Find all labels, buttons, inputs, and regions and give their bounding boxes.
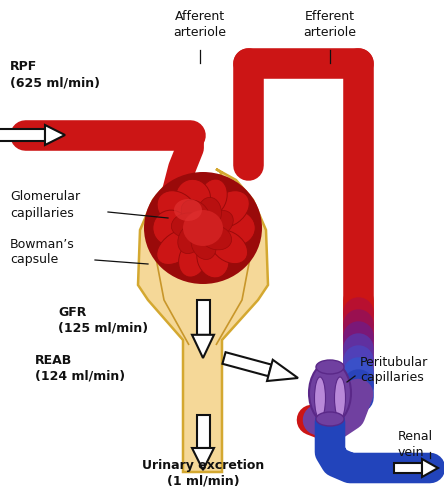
Polygon shape xyxy=(222,352,271,376)
Ellipse shape xyxy=(198,179,227,216)
Ellipse shape xyxy=(171,213,203,237)
Text: Renal
vein: Renal vein xyxy=(398,430,433,460)
Ellipse shape xyxy=(200,225,232,250)
Bar xyxy=(394,463,422,473)
Text: GFR
(125 ml/min): GFR (125 ml/min) xyxy=(58,306,148,334)
Text: Bowman’s
capsule: Bowman’s capsule xyxy=(10,238,75,266)
Bar xyxy=(0,129,45,141)
Ellipse shape xyxy=(176,180,210,216)
Ellipse shape xyxy=(210,230,248,264)
Ellipse shape xyxy=(309,362,351,424)
Ellipse shape xyxy=(144,172,262,284)
Ellipse shape xyxy=(153,210,189,246)
Polygon shape xyxy=(138,169,268,472)
Text: Peritubular
capillaries: Peritubular capillaries xyxy=(360,356,428,384)
Ellipse shape xyxy=(316,360,344,374)
Ellipse shape xyxy=(314,377,325,419)
Ellipse shape xyxy=(157,229,198,264)
Polygon shape xyxy=(267,360,298,381)
Text: REAB
(124 ml/min): REAB (124 ml/min) xyxy=(35,354,125,382)
Text: Glomerular
capillaries: Glomerular capillaries xyxy=(10,190,80,220)
Ellipse shape xyxy=(178,240,208,277)
Ellipse shape xyxy=(198,198,222,230)
Ellipse shape xyxy=(157,190,197,228)
Polygon shape xyxy=(422,459,438,477)
Ellipse shape xyxy=(316,412,344,426)
Polygon shape xyxy=(192,335,214,358)
Ellipse shape xyxy=(204,210,233,238)
Text: Afferent
arteriole: Afferent arteriole xyxy=(174,10,226,39)
Polygon shape xyxy=(192,448,214,470)
Text: Urinary excretion
(1 ml/min): Urinary excretion (1 ml/min) xyxy=(142,459,264,488)
Polygon shape xyxy=(45,125,65,145)
Ellipse shape xyxy=(215,210,255,246)
Bar xyxy=(197,300,210,335)
Text: Efferent
arteriole: Efferent arteriole xyxy=(304,10,357,39)
Text: RPF
(625 ml/min): RPF (625 ml/min) xyxy=(10,60,100,89)
Ellipse shape xyxy=(183,210,223,246)
Ellipse shape xyxy=(181,200,210,228)
Ellipse shape xyxy=(191,228,216,260)
Ellipse shape xyxy=(209,190,249,228)
Ellipse shape xyxy=(197,239,229,278)
Ellipse shape xyxy=(334,377,345,419)
Ellipse shape xyxy=(178,224,204,254)
Bar xyxy=(197,415,210,448)
Ellipse shape xyxy=(174,199,202,221)
